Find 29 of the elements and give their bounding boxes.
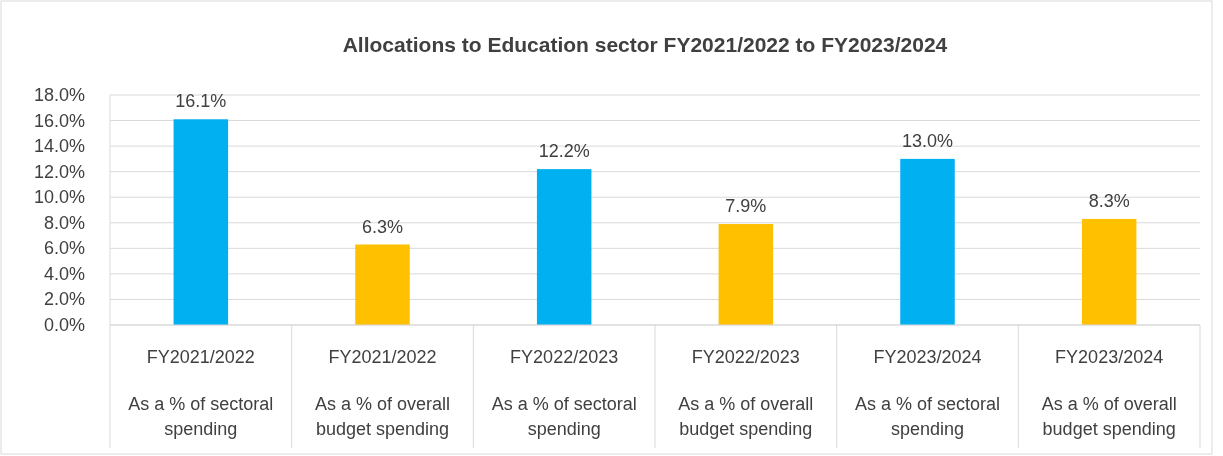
y-tick-label: 0.0% (43, 315, 85, 335)
y-tick-label: 12.0% (33, 161, 85, 182)
bar (718, 224, 774, 325)
data-label: 16.1% (175, 91, 227, 112)
category-label: FY2023/2024 As a % of overall budget spending (1041, 347, 1177, 439)
category-label: FY2022/2023 As a % of sectoral spending (491, 347, 637, 439)
y-tick-label: 14.0% (33, 136, 85, 157)
category-label: FY2021/2022 As a % of overall budget spending (314, 347, 451, 439)
y-tick-label: 2.0% (43, 289, 85, 310)
bar (355, 244, 410, 325)
data-label: 12.2% (538, 141, 590, 162)
y-tick-label: 4.0% (43, 263, 85, 284)
data-label: 8.3% (1088, 190, 1130, 211)
y-tick-label: 16.0% (33, 110, 85, 131)
y-tick-label: 6.0% (43, 238, 85, 259)
category-label: FY2021/2022 As a % of sectoral spending (128, 347, 274, 439)
bar (173, 119, 229, 325)
y-tick-label: 18.0% (33, 85, 85, 105)
chart-title: Allocations to Education sector FY2021/2022 to FY2023/2024 (342, 33, 948, 56)
bar (536, 169, 592, 325)
data-label: 7.9% (725, 196, 767, 217)
bar (1081, 218, 1137, 325)
data-label: 13.0% (901, 130, 954, 151)
category-label: FY2023/2024 As a % of sectoral spending (854, 347, 1001, 439)
y-tick-label: 10.0% (33, 187, 85, 208)
data-label: 6.3% (361, 216, 404, 237)
bar (900, 158, 955, 325)
category-label: FY2022/2023 As a % of overall budget spending (678, 347, 814, 439)
y-tick-label: 8.0% (43, 212, 85, 233)
